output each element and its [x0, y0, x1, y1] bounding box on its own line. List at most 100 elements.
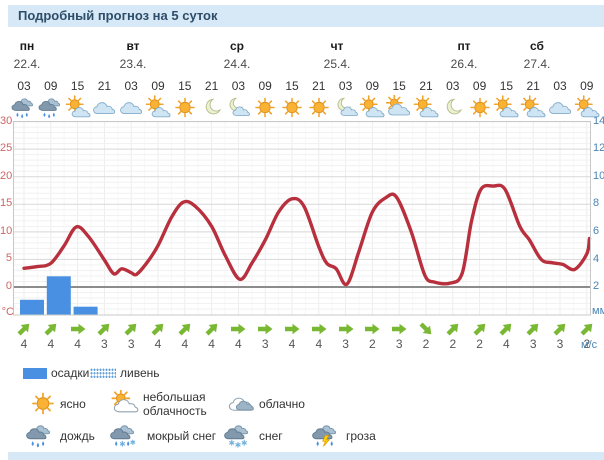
wind-arrow-slot-12 — [337, 320, 355, 338]
temperature-curve — [22, 183, 592, 287]
wind-speed-16: 2 — [449, 337, 457, 351]
wind-speed-12: 3 — [342, 337, 349, 351]
axis-left-tick-30: 30 — [0, 114, 13, 127]
wind-speed-10: 4 — [288, 337, 296, 351]
weather-icon-slot-14 — [385, 95, 413, 120]
hour-label-4: 03 — [124, 79, 138, 93]
wind-arrow-NE-icon — [205, 323, 217, 336]
wind-arrow-slot-9 — [256, 320, 274, 338]
legend-label-1: небольшая облачность — [143, 390, 207, 418]
precip-bar-1 — [46, 276, 71, 315]
wind-arrow-slot-7 — [203, 320, 221, 338]
legend-label-0: ясно — [60, 397, 86, 411]
hour-label-18: 15 — [499, 79, 514, 93]
hour-label-3: 21 — [97, 79, 112, 93]
wind-arrow-NE-icon — [151, 323, 164, 336]
weather-icon-slot-20 — [546, 95, 574, 120]
weather-icon-slot-7 — [198, 95, 226, 120]
day-date-0: 22.4. — [13, 57, 41, 71]
legend-label-5: снег — [259, 429, 283, 443]
legend-label-6: гроза — [346, 429, 376, 443]
day-date-1: 23.4. — [119, 57, 147, 71]
weather-icon-slot-12 — [332, 95, 360, 120]
axis-right-tick-14: 14 — [593, 114, 604, 127]
wind-arrow-slot-3 — [95, 320, 113, 338]
hour-label-11: 21 — [312, 79, 326, 93]
weather-icon-rain — [38, 98, 60, 119]
weather-icon-sun — [255, 97, 275, 118]
axis-right-tick-10: 10 — [593, 169, 604, 182]
axis-right-tick-2: 2 — [593, 280, 600, 293]
hour-label-7: 21 — [204, 79, 219, 93]
wind-speed-7: 4 — [208, 337, 215, 351]
wind-speed-9: 3 — [261, 337, 269, 351]
weather-icon-slot-0 — [10, 95, 38, 120]
hour-label-19: 21 — [526, 79, 540, 93]
axis-right-tick-8: 8 — [593, 197, 600, 210]
hour-label-12: 03 — [338, 79, 353, 93]
weather-icon-slot-3 — [90, 95, 118, 120]
weather-icon-sun-cloud — [494, 95, 519, 118]
temperature-unit-label: °C — [1, 306, 14, 318]
wind-speed-0: 4 — [20, 337, 28, 351]
wind-arrow-slot-2 — [69, 320, 87, 338]
rain-icon — [26, 425, 51, 448]
weather-icon-sun — [282, 97, 302, 118]
day-label-ср: ср — [229, 39, 244, 53]
wind-arrow-slot-17 — [471, 320, 489, 338]
axis-left-tick-10: 10 — [0, 224, 13, 237]
wind-arrow-slot-13 — [363, 320, 381, 338]
bottom-section-strip — [8, 452, 604, 460]
weather-icon-moon — [205, 98, 221, 115]
wind-arrow-E-icon — [311, 323, 327, 335]
forecast-header-bar: Подробный прогноз на 5 суток — [8, 5, 604, 27]
legend-icon-sun — [27, 390, 59, 417]
hour-label-20: 03 — [553, 79, 567, 93]
wind-speed-1: 4 — [47, 337, 55, 351]
wind-arrow-slot-14 — [390, 320, 408, 338]
wind-arrow-slot-21 — [578, 320, 596, 338]
hour-label-16: 03 — [446, 79, 460, 93]
wind-unit-label: м/с — [581, 339, 598, 351]
wind-speed-4: 3 — [127, 337, 135, 351]
wind-speed-19: 3 — [529, 337, 537, 351]
weather-icon-cloud — [93, 102, 116, 115]
wind-arrow-slot-8 — [229, 320, 247, 338]
weather-icon-slot-18 — [492, 95, 520, 120]
precip-swatch — [23, 368, 47, 379]
sun-icon — [32, 392, 54, 415]
axis-right-tick-12: 12 — [593, 142, 604, 155]
day-date-5: 27.4. — [523, 57, 551, 71]
weather-icon-sun — [175, 97, 195, 118]
weather-icon-moon — [446, 98, 462, 115]
axis-right-tick-4: 4 — [593, 252, 600, 265]
wind-arrow-E-icon — [258, 323, 273, 335]
hour-label-9: 09 — [258, 79, 272, 93]
weather-icon-slot-2 — [64, 95, 92, 120]
precip-bar-2 — [73, 306, 98, 315]
wind-speed-3: 3 — [101, 337, 108, 351]
weather-icon-cloud — [549, 102, 572, 115]
hour-label-5: 09 — [151, 79, 165, 93]
axis-left-tick-5: 5 — [5, 252, 12, 265]
day-label-пн: пн — [19, 39, 35, 53]
hour-label-10: 15 — [285, 79, 299, 93]
day-label-пт: пт — [457, 39, 471, 53]
weather-icon-slot-21 — [573, 95, 601, 120]
legend-icon-snow — [222, 422, 254, 449]
wet-snow-icon — [110, 425, 136, 447]
forecast-title: Подробный прогноз на 5 суток — [18, 8, 218, 23]
wind-arrow-NE-icon — [580, 323, 593, 336]
wind-arrow-NE-icon — [44, 323, 57, 336]
weather-icon-slot-5 — [144, 95, 172, 120]
axis-left-tick-15: 15 — [0, 197, 13, 210]
wind-arrow-slot-15 — [417, 320, 435, 338]
wind-speed-5: 4 — [154, 337, 162, 351]
wind-arrow-NE-icon — [178, 323, 191, 336]
wind-arrow-slot-4 — [122, 320, 140, 338]
cloudy-icon — [228, 397, 254, 411]
hour-label-13: 09 — [365, 79, 380, 93]
wind-arrow-SE-icon — [419, 322, 432, 335]
